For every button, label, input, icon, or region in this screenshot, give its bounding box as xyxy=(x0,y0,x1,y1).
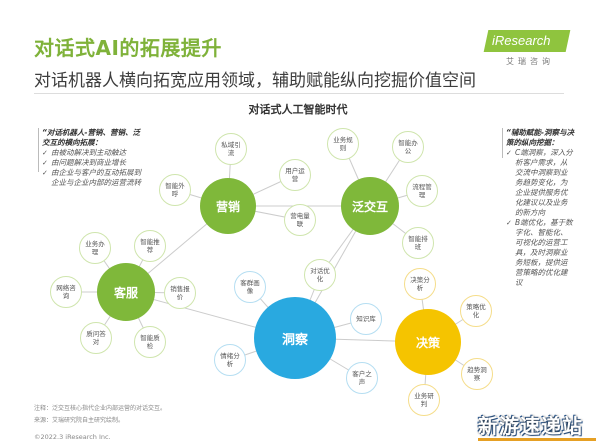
satellite-customer-voice: 客户之声 xyxy=(346,362,378,394)
left-note: “对话机器人-营销、营销、泛交互的横向拓展： 由被动解决到主动触达 由问题解决到… xyxy=(38,128,144,188)
hub-decision: 决策 xyxy=(395,309,461,375)
left-note-item: 由被动解决到主动触达 xyxy=(42,148,144,158)
right-note-item: C端洞察，深入分析客户需求，从交流中洞察到业务趋势变化，为企业提供服务优化建议以… xyxy=(506,148,574,218)
satellite-dialog-opt: 对话优化 xyxy=(304,259,336,291)
satellite-knowledge-base: 知识库 xyxy=(350,303,382,335)
right-note-item: B端优化，基于数字化、智能化、可视化的运营工具，及时洞察业务短板，提供运营策略的… xyxy=(506,218,574,288)
satellite-elec-ad: 营电量联 xyxy=(284,204,316,236)
satellite-flow-mgmt: 流程管理 xyxy=(406,175,438,207)
satellite-biz-rules: 业务规则 xyxy=(327,128,359,160)
satellite-smart-schedule: 智能排班 xyxy=(402,227,434,259)
satellite-smart-outbound: 智能外呼 xyxy=(159,174,191,206)
satellite-network-consult: 网络咨询 xyxy=(50,276,82,308)
watermark-underline xyxy=(478,438,596,441)
note-bar xyxy=(502,128,503,158)
satellite-biz-research: 业务研判 xyxy=(408,384,440,416)
satellite-smart-push: 智能推荐 xyxy=(134,230,166,262)
diagram-title: 对话式人工智能时代 xyxy=(248,103,348,116)
page-title: 对话式AI的拓展提升 xyxy=(34,36,222,60)
header-divider xyxy=(34,93,564,94)
hub-marketing: 营销 xyxy=(200,178,256,234)
left-note-heading: “对话机器人-营销、营销、泛交互的横向拓展： xyxy=(42,128,140,147)
satellite-user-ops: 用户运营 xyxy=(279,159,311,191)
satellite-smart-qa: 智能质检 xyxy=(134,326,166,358)
satellite-qa-pairs: 质问答对 xyxy=(80,322,112,354)
page-subtitle: 对话机器人横向拓宽应用领域，辅助赋能纵向挖掘价值空间 xyxy=(34,71,476,91)
satellite-decision-analysis: 决策分析 xyxy=(404,268,436,300)
note-bar xyxy=(38,128,39,172)
satellite-smart-office: 智能办公 xyxy=(392,131,424,163)
hub-interaction: 泛交互 xyxy=(341,177,399,235)
logo-sub: 艾瑞咨询 xyxy=(506,57,554,66)
right-note-list: C端洞察，深入分析客户需求，从交流中洞察到业务趋势变化，为企业提供服务优化建议以… xyxy=(506,148,574,288)
copyright: ©2022.3 iResearch Inc. xyxy=(34,433,111,441)
satellite-sentiment: 情绪分析 xyxy=(214,344,246,376)
iresearch-logo: iResearch 艾瑞咨询 xyxy=(483,30,571,70)
left-note-item: 由问题解决到商业增长 xyxy=(42,158,144,168)
left-note-list: 由被动解决到主动触达 由问题解决到商业增长 由企业与客户的互动拓展到企业与企业内… xyxy=(42,148,144,188)
source-note: 来源：艾瑞研究院自主研究绘制。 xyxy=(34,417,125,424)
right-note: “辅助赋能-洞察与决策的纵向挖掘： C端洞察，深入分析客户需求，从交流中洞察到业… xyxy=(502,128,574,288)
satellite-biz-assist: 业务办理 xyxy=(79,232,111,264)
logo-name: iResearch xyxy=(492,33,551,48)
hub-service: 客服 xyxy=(97,263,155,321)
right-note-heading: “辅助赋能-洞察与决策的纵向挖掘： xyxy=(506,128,574,147)
satellite-customer-profile: 客群画像 xyxy=(234,271,266,303)
watermark: 新游速递站 xyxy=(478,414,583,438)
satellite-private-traffic: 私域引流 xyxy=(215,133,247,165)
hub-insight: 洞察 xyxy=(254,297,336,379)
satellite-sales-quote: 销售报价 xyxy=(164,277,196,309)
satellite-strategy-opt: 策略优化 xyxy=(460,295,492,327)
left-note-item: 由企业与客户的互动拓展到企业与企业内部的运营流转 xyxy=(42,168,144,188)
footnote: 注释：泛交互核心指代企业内部运营的对话交互。 xyxy=(34,405,167,412)
satellite-trend-insight: 趋势洞察 xyxy=(461,358,493,390)
